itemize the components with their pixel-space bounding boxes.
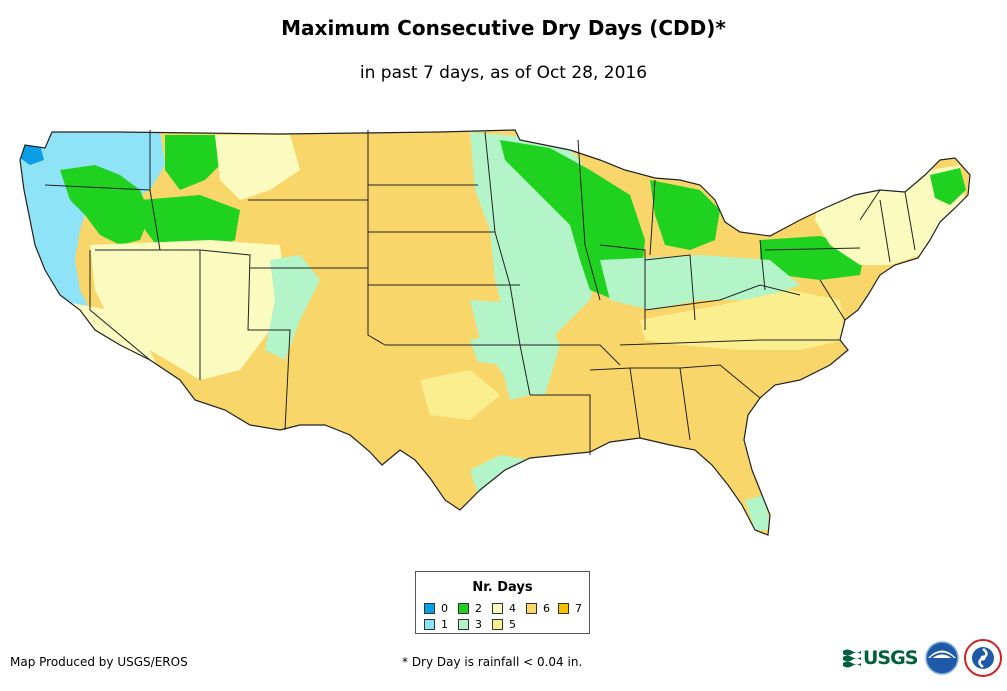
legend-item-0: 0: [424, 602, 448, 615]
legend-swatch-6: [526, 603, 537, 614]
usgs-waves-icon: [843, 649, 861, 668]
legend-swatch-7: [558, 603, 569, 614]
zone-4-day-great-basin: [90, 240, 285, 380]
legend-label-7: 7: [575, 602, 582, 615]
zone-5-day-south-plains: [420, 370, 500, 420]
map-title: Maximum Consecutive Dry Days (CDD)*: [281, 16, 726, 40]
legend-item-2: 2: [458, 602, 482, 615]
legend-swatch-5: [492, 619, 503, 630]
zone-3-day-ohio-valley: [600, 255, 800, 310]
legend-label-6: 6: [543, 602, 550, 615]
legend-item-5: 5: [492, 618, 516, 631]
legend: Nr. Days 0 1 2 3 4 5 6 7: [415, 571, 590, 634]
legend-label-3: 3: [475, 618, 482, 631]
legend-swatch-1: [424, 619, 435, 630]
noaa-logo-icon: [925, 641, 959, 675]
legend-item-1: 1: [424, 618, 448, 631]
us-dry-days-map: [19, 129, 971, 536]
state-boundaries: [19, 129, 971, 536]
legend-item-7: 7: [558, 602, 582, 615]
legend-item-4: 4: [492, 602, 516, 615]
credit-text: Map Produced by USGS/EROS: [10, 655, 188, 669]
legend-swatch-3: [458, 619, 469, 630]
usgs-logo: USGS: [843, 643, 919, 673]
zone-5-day-appalachia: [640, 290, 845, 350]
dry-day-footnote: * Dry Day is rainfall < 0.04 in.: [402, 655, 583, 669]
legend-label-4: 4: [509, 602, 516, 615]
zone-2-day-northwest: [60, 165, 150, 245]
legend-item-3: 3: [458, 618, 482, 631]
nws-logo-icon: [964, 639, 1002, 677]
usgs-logo-text: USGS: [863, 647, 918, 669]
legend-title: Nr. Days: [472, 580, 533, 595]
legend-swatch-0: [424, 603, 435, 614]
zone-3-day-colorado: [265, 255, 320, 360]
zone-2-day-maine: [930, 168, 966, 205]
legend-label-2: 2: [475, 602, 482, 615]
legend-label-5: 5: [509, 618, 516, 631]
zone-2-day-michigan: [650, 180, 720, 250]
zone-4-day-montana-east: [215, 135, 300, 200]
legend-label-0: 0: [441, 602, 448, 615]
legend-swatch-4: [492, 603, 503, 614]
legend-swatch-2: [458, 603, 469, 614]
zone-2-day-idaho-wyoming: [140, 195, 240, 255]
zone-2-day-montana: [165, 135, 225, 190]
map-subtitle: in past 7 days, as of Oct 28, 2016: [359, 63, 648, 83]
zone-3-day-florida: [745, 495, 770, 530]
legend-label-1: 1: [441, 618, 448, 631]
legend-item-6: 6: [526, 602, 550, 615]
zone-3-day-plains-streak: [470, 330, 530, 365]
